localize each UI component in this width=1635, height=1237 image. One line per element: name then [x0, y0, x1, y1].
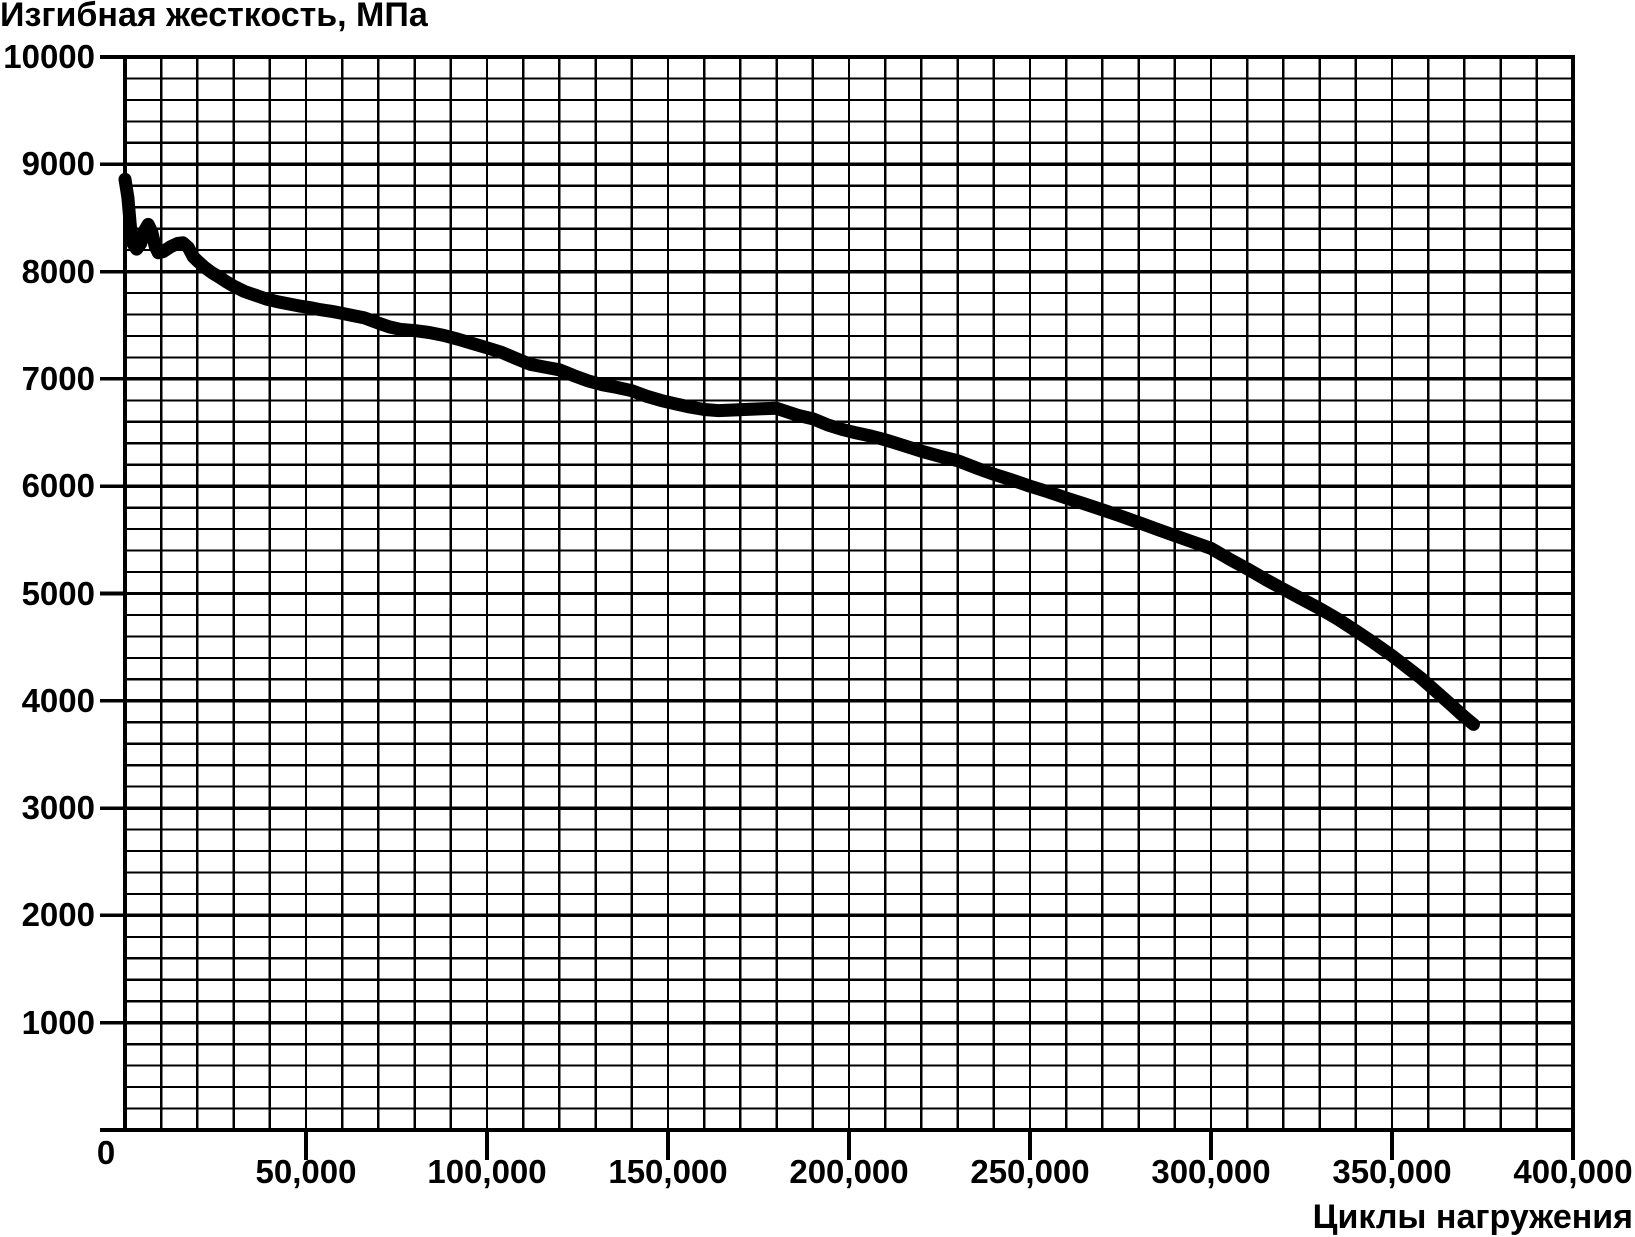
y-tick-label: 2000 [21, 896, 95, 934]
y-tick-label: 4000 [21, 681, 95, 719]
y-tick-label: 10000 [3, 38, 95, 75]
x-tick-label: 200,000 [789, 1153, 909, 1190]
y-tick-label: 1000 [21, 1003, 95, 1041]
x-tick-label: 100,000 [427, 1153, 547, 1190]
y-tick-label: 5000 [21, 574, 95, 612]
y-axis-title: Изгибная жесткость, МПа [0, 0, 428, 34]
y-tick-label: 8000 [21, 252, 95, 290]
x-tick-label: 300,000 [1151, 1153, 1271, 1190]
x-tick-label: 250,000 [970, 1153, 1090, 1190]
x-tick-label: 50,000 [255, 1153, 357, 1190]
x-axis-title: Циклы нагружения [1312, 1198, 1633, 1236]
y-tick-label: 6000 [21, 467, 95, 505]
y-tick-label: 9000 [21, 145, 95, 183]
x-tick-label: 350,000 [1332, 1153, 1452, 1190]
axis-tick-marks [100, 55, 1575, 1160]
y-tick-label: 3000 [21, 789, 95, 827]
x-tick-label: 400,000 [1513, 1153, 1633, 1190]
origin-tick-label: 0 [96, 1134, 116, 1171]
x-tick-label: 150,000 [608, 1153, 728, 1190]
y-tick-label: 7000 [21, 359, 95, 397]
stiffness-curve [118, 172, 1480, 731]
